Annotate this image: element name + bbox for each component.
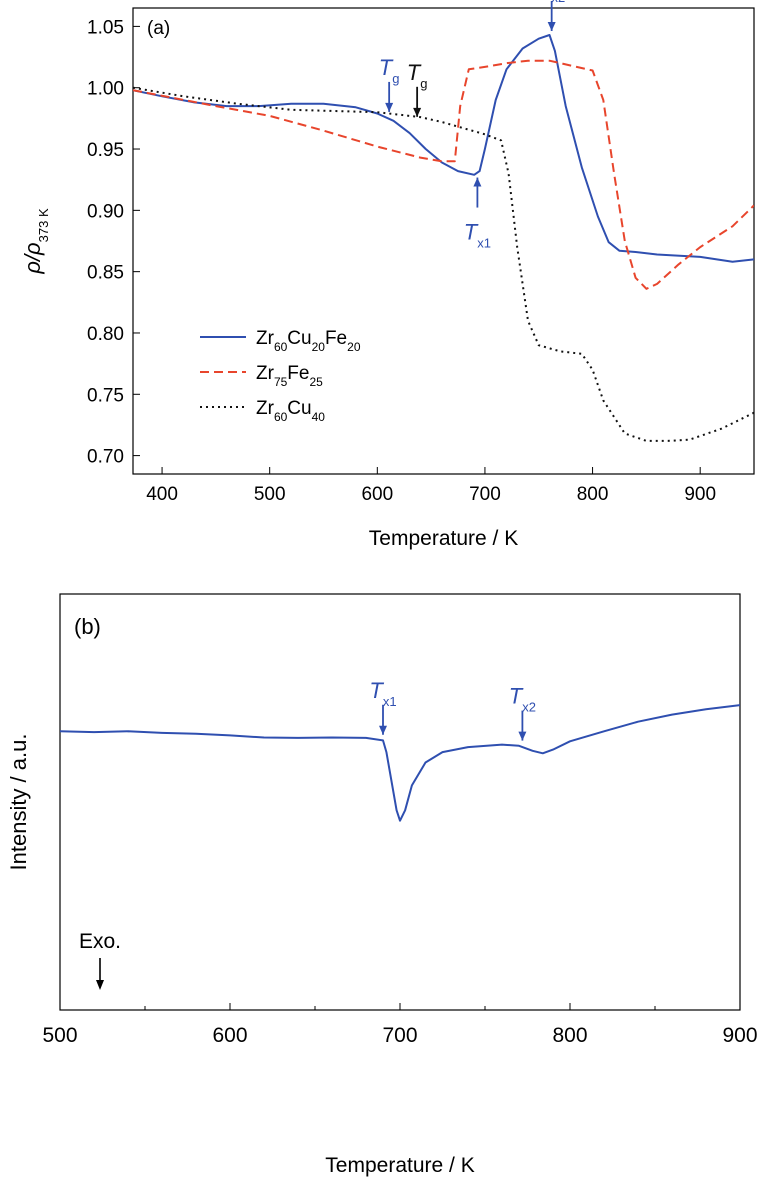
annotation-arrowhead [413,107,422,117]
x-tick-label: 800 [577,484,609,505]
x-tick-label: 500 [42,1024,77,1047]
y-tick-label: 0.75 [87,385,124,406]
plot-frame [132,7,755,475]
panel-label: (a) [147,18,170,39]
annotation-label: Tx1 [369,678,396,709]
x-axis-label: Temperature / K [369,527,518,550]
annotation-label: Tg [379,55,400,86]
x-tick-label: 600 [212,1024,247,1047]
annotation-arrowhead [379,725,387,735]
annotation-arrowhead [547,21,556,31]
x-tick-label: 800 [552,1024,587,1047]
legend-label: Zr60Cu40 [256,398,325,424]
y-tick-label: 0.70 [87,447,124,468]
series-line-zr60cu40 [133,86,754,442]
x-tick-label: 700 [469,484,501,505]
annotation-arrowhead [473,177,482,187]
x-tick-label: 400 [146,484,178,505]
panel-label: (b) [74,614,101,639]
legend-label: Zr60Cu20Fe20 [256,328,361,354]
x-axis-label: Temperature / K [325,1154,474,1177]
annotation-label: Tx2 [538,0,565,4]
chart-panel-b: 500 600 700 800 900 Temperature / K Intensity … [6,593,758,1177]
y-axis-label: Intensity / a.u. [6,734,31,871]
x-tick-label: 700 [382,1024,417,1047]
x-tick-label: 900 [722,1024,757,1047]
annotation-arrowhead [385,102,394,112]
legend-label: Zr75Fe25 [256,363,323,389]
exo-arrowhead [96,980,104,990]
annotation-label: Tx2 [509,684,536,715]
annotation-label: Tg [407,60,428,91]
x-tick-label: 500 [254,484,286,505]
x-tick-label: 900 [684,484,716,505]
y-tick-label: 1.00 [87,79,124,100]
y-tick-label: 1.05 [87,17,124,38]
y-tick-label: 0.80 [87,324,124,345]
x-tick-label: 600 [361,484,393,505]
series-line-intensity [60,704,740,822]
y-tick-label: 0.95 [87,140,124,161]
series-line-zr75fe25 [133,59,754,290]
annotation-arrowhead [518,731,527,741]
chart-panel-a: 400 500 600 700 800 900 0.70 0.75 0.80 0.85 0.90 0.… [20,0,755,550]
y-axis-label: ρ/ρ373 K [20,208,51,275]
exo-label: Exo. [79,930,121,953]
y-tick-label: 0.90 [87,201,124,222]
annotation-label: Tx1 [464,220,491,251]
y-tick-label: 0.85 [87,263,124,284]
plot-frame [59,593,741,1011]
series-line-zr60cu20fe20 [133,34,754,263]
